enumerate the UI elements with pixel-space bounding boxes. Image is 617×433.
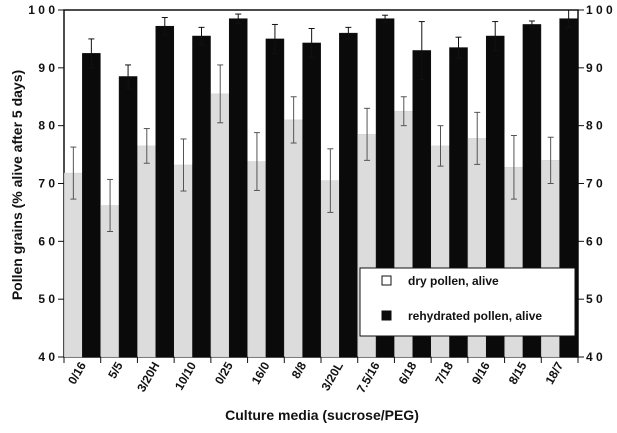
legend-label-rehydrated: rehydrated pollen, alive (408, 309, 542, 323)
y-tick-label-left-1: 5 0 (38, 292, 55, 306)
x-tick-label-8: 7.5/16 (354, 359, 383, 395)
y-tick-label-left-5: 9 0 (38, 61, 55, 75)
bar-dry-2 (137, 145, 157, 358)
y-tick-label-right-4: 8 0 (586, 119, 603, 133)
x-tick-label-5: 16/0 (249, 359, 273, 387)
y-tick-label-right-3: 7 0 (586, 177, 603, 191)
x-tick-label-3: 10/10 (172, 359, 199, 392)
x-tick-label-6: 8/8 (289, 359, 310, 381)
y-axis-title: Pollen grains (% alive after 5 days) (9, 70, 25, 300)
bar-rehydrated-7 (339, 32, 358, 358)
x-tick-label-9: 6/18 (396, 359, 420, 387)
y-tick-label-left-4: 8 0 (38, 119, 55, 133)
y-tick-label-right-2: 6 0 (586, 234, 603, 248)
bar-rehydrated-2 (155, 25, 175, 358)
y-tick-label-right-1: 5 0 (586, 292, 603, 306)
bar-rehydrated-6 (302, 42, 321, 358)
y-tick-label-left-3: 7 0 (38, 177, 55, 191)
legend-box (359, 267, 576, 337)
y-tick-label-right-5: 9 0 (586, 61, 603, 75)
x-tick-label-11: 9/16 (469, 359, 493, 387)
bar-rehydrated-3 (192, 35, 211, 358)
y-tick-label-right-0: 4 0 (586, 350, 603, 364)
x-tick-label-10: 7/18 (432, 359, 456, 387)
bar-rehydrated-1 (118, 76, 138, 358)
y-tick-label-left-2: 6 0 (38, 234, 55, 248)
bar-dry-0 (64, 172, 83, 358)
x-tick-label-7: 3/20L (318, 360, 345, 394)
x-tick-label-1: 5/5 (105, 359, 126, 381)
legend: dry pollen, alive rehydrated pollen, ali… (359, 267, 576, 337)
y-tick-label-right-6: 1 0 0 (586, 3, 613, 17)
bar-rehydrated-4 (228, 18, 248, 358)
bar-dry-4 (210, 93, 230, 358)
bar-rehydrated-5 (265, 38, 285, 358)
x-tick-label-13: 18/7 (542, 359, 566, 387)
legend-swatch-dry (381, 275, 392, 286)
x-tick-label-12: 8/15 (506, 359, 530, 387)
bar-dry-3 (174, 164, 193, 358)
x-axis-title: Culture media (sucrose/PEG) (225, 407, 419, 423)
bar-rehydrated-0 (82, 53, 101, 358)
legend-label-dry: dry pollen, alive (408, 274, 499, 288)
bar-dry-6 (284, 119, 303, 358)
y-tick-label-left-6: 1 0 0 (28, 3, 55, 17)
legend-swatch-rehydrated (381, 310, 392, 321)
x-tick-label-2: 3/20H (134, 360, 162, 395)
x-tick-label-4: 0/25 (212, 359, 236, 387)
y-tick-label-left-0: 4 0 (38, 350, 55, 364)
x-tick-label-0: 0/16 (65, 359, 89, 387)
